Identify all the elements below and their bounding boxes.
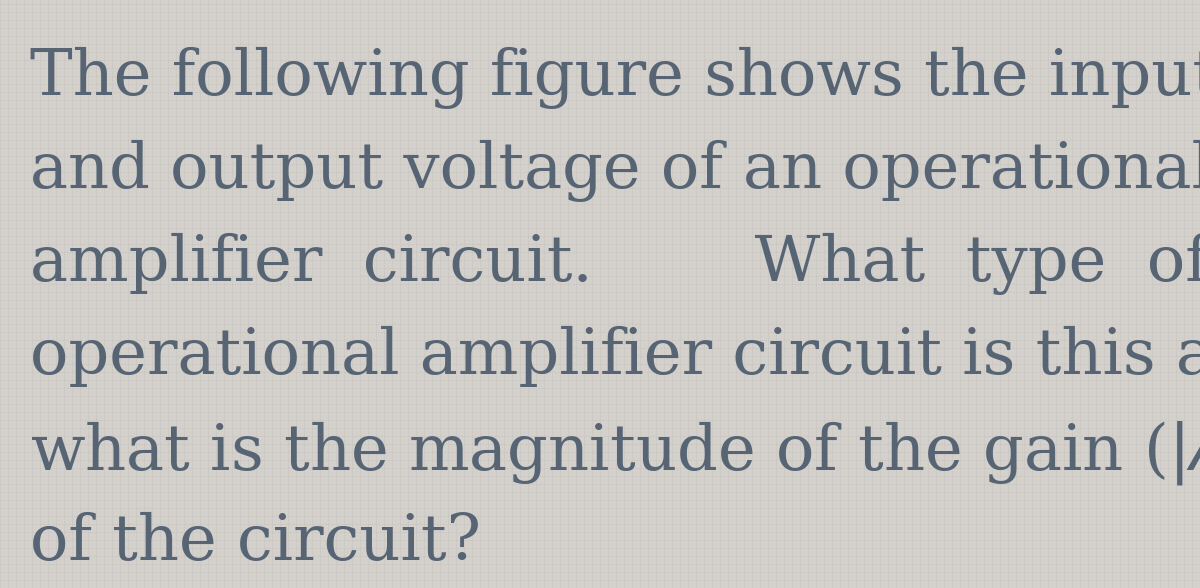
- Text: operational amplifier circuit is this and: operational amplifier circuit is this an…: [30, 326, 1200, 387]
- Text: of the circuit?: of the circuit?: [30, 512, 481, 573]
- Text: amplifier  circuit.        What  type  of: amplifier circuit. What type of: [30, 233, 1200, 295]
- Text: and output voltage of an operational: and output voltage of an operational: [30, 140, 1200, 202]
- Text: The following figure shows the input: The following figure shows the input: [30, 47, 1200, 109]
- Text: what is the magnitude of the gain ($|A_v|$): what is the magnitude of the gain ($|A_v…: [30, 419, 1200, 487]
